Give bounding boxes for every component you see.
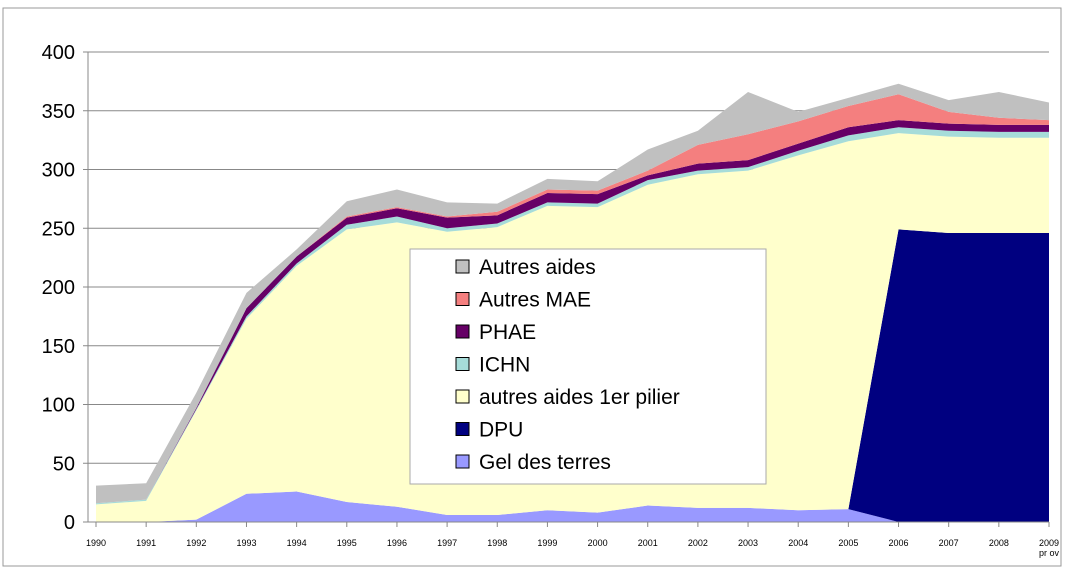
y-tick-label: 150 (42, 336, 75, 358)
x-tick-label: 2006 (888, 538, 909, 548)
area (96, 120, 1049, 504)
y-tick-label: 200 (42, 277, 75, 299)
x-tick-label: 1996 (386, 538, 407, 548)
x-tick-label: 1990 (85, 538, 107, 548)
x-tick-label: 2007 (938, 538, 959, 548)
x-tick-label: 2004 (788, 538, 809, 548)
frame (2, 7, 1062, 567)
x-tick-label: 1994 (286, 538, 307, 548)
area (96, 491, 1049, 522)
legend: Autres aides Autres MAE PHAE ICHN autres aid… (409, 248, 767, 485)
legend-label: DPU (479, 419, 523, 442)
legend-swatch (455, 389, 470, 404)
y-tick-label: 50 (53, 453, 75, 475)
legend-label: autres aides 1er pilier (479, 386, 680, 409)
legend-label: Autres aides (479, 256, 596, 279)
x-tick-label: 2009 pr ov (1038, 538, 1060, 558)
legend-swatch (455, 422, 470, 436)
y-tick-label: 0 (64, 512, 75, 534)
x-tick-label: 2003 (738, 538, 759, 548)
legend-swatch (455, 324, 470, 339)
legend-swatch (455, 292, 470, 306)
legend-label: Autres MAE (479, 289, 591, 312)
legend-label: Gel des terres (479, 451, 611, 474)
legend-label: PHAE (479, 321, 536, 344)
x-tick-label: 1999 (537, 538, 558, 548)
x-tick-label: 1992 (186, 538, 207, 548)
legend-swatch (455, 259, 470, 274)
y-tick-label: 100 (42, 395, 75, 417)
x-tick-label: 2001 (637, 538, 658, 548)
x-tick-label: 1998 (487, 538, 508, 548)
x-tick-label: 2005 (838, 538, 859, 548)
y-tick-label: 250 (42, 218, 75, 240)
axes: 0 50 100 150 200 250 300 350 400 (42, 42, 1050, 534)
x-tick-label: 1993 (236, 538, 257, 548)
area (96, 229, 1049, 523)
legend-label: ICHN (479, 354, 530, 377)
legend-swatch (455, 454, 470, 469)
x-tick-label: 1995 (336, 538, 357, 548)
x-tick-label: 1997 (437, 538, 458, 548)
y-tick-label: 350 (42, 101, 75, 123)
y-tick-label: 300 (42, 160, 75, 182)
legend-swatch (455, 357, 470, 371)
x-tick-label: 2002 (687, 538, 708, 548)
x-tick-label: 2000 (587, 538, 608, 548)
y-tick-label: 400 (42, 42, 75, 64)
x-tick-label: 1991 (136, 538, 157, 548)
x-tick-label: 2008 (988, 538, 1009, 548)
